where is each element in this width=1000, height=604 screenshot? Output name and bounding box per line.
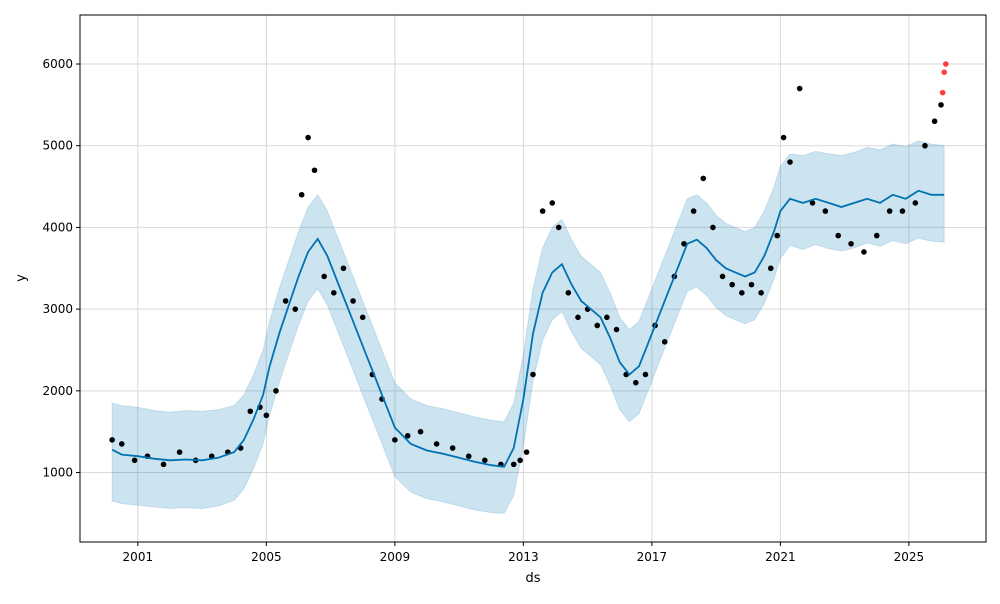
observed-point (796, 85, 803, 92)
y-tick-label: 5000 (42, 139, 73, 153)
y-tick-label: 4000 (42, 220, 73, 234)
observed-point (539, 208, 546, 214)
recent-points-layer (939, 61, 949, 96)
observed-point (331, 289, 337, 296)
observed-point (176, 449, 183, 455)
observed-point (774, 232, 780, 239)
observed-point (118, 441, 125, 447)
observed-point (555, 224, 562, 231)
x-tick-label: 2009 (380, 550, 411, 564)
y-tick-label: 1000 (42, 466, 73, 480)
uncertainty-band-layer (111, 140, 945, 514)
forecast-line-layer (111, 189, 945, 468)
observed-points-layer (109, 85, 944, 468)
observed-point (873, 232, 880, 239)
observed-point (392, 437, 398, 443)
observed-point (282, 298, 289, 304)
observed-point (311, 167, 318, 174)
recent-point (941, 69, 948, 75)
observed-point (565, 289, 572, 296)
x-tick-label: 2005 (251, 550, 282, 564)
observed-point (748, 281, 755, 288)
observed-point (719, 273, 726, 280)
observed-point (931, 118, 938, 125)
observed-point (575, 314, 581, 321)
observed-point (433, 441, 440, 447)
observed-point (292, 306, 299, 312)
observed-point (886, 208, 893, 214)
y-tick-label: 6000 (42, 57, 73, 71)
observed-point (767, 265, 774, 272)
observed-point (263, 412, 270, 419)
x-axis: 2001 2005 2009 2013 2017 2021 2025 (123, 542, 925, 564)
observed-point (298, 191, 305, 198)
x-tick-label: 2021 (765, 550, 796, 564)
observed-point (340, 265, 347, 272)
observed-point (861, 249, 867, 255)
observed-point (549, 200, 556, 206)
observed-point (321, 273, 327, 280)
observed-point (681, 240, 687, 247)
observed-point (780, 134, 787, 141)
x-tick-label: 2017 (637, 550, 668, 564)
recent-point (943, 61, 949, 67)
plot-frame (79, 14, 987, 543)
observed-point (109, 437, 115, 443)
observed-point (305, 134, 311, 141)
observed-point (594, 322, 601, 329)
grid-layer (80, 15, 986, 542)
y-tick-label: 2000 (42, 384, 73, 398)
observed-point (661, 339, 668, 345)
observed-point (160, 461, 167, 468)
y-axis: 1000 2000 3000 4000 5000 6000 (42, 57, 80, 480)
observed-point (273, 388, 279, 394)
observed-point (822, 208, 829, 214)
observed-point (690, 208, 697, 214)
observed-point (633, 379, 639, 386)
observed-point (131, 457, 138, 464)
y-tick-label: 3000 (42, 302, 73, 316)
observed-point (465, 453, 472, 460)
x-tick-label: 2001 (123, 550, 154, 564)
observed-point (404, 432, 411, 439)
uncertainty-band (111, 140, 945, 514)
observed-point (208, 453, 215, 460)
observed-point (517, 457, 523, 464)
recent-point (939, 89, 946, 96)
observed-point (613, 326, 620, 333)
x-axis-label: ds (525, 571, 540, 586)
observed-point (604, 314, 610, 321)
observed-point (510, 461, 517, 468)
observed-point (417, 428, 424, 435)
observed-point (787, 159, 793, 165)
observed-point (359, 314, 366, 321)
observed-point (710, 224, 716, 231)
observed-point (449, 445, 456, 451)
observed-point (848, 240, 854, 247)
x-tick-label: 2025 (894, 550, 925, 564)
observed-point (739, 289, 745, 296)
observed-point (835, 232, 842, 239)
x-tick-label: 2013 (508, 550, 539, 564)
y-axis-label: y (14, 274, 29, 282)
observed-point (482, 457, 488, 464)
forecast-line (111, 189, 945, 468)
observed-point (350, 298, 356, 304)
observed-point (700, 175, 707, 182)
observed-point (729, 281, 735, 288)
observed-point (938, 102, 944, 108)
observed-point (247, 408, 254, 415)
observed-point (899, 208, 906, 214)
observed-point (922, 142, 928, 149)
observed-point (758, 289, 764, 296)
observed-point (912, 200, 919, 206)
observed-point (809, 200, 816, 206)
observed-point (523, 449, 530, 455)
observed-point (642, 371, 649, 378)
observed-point (530, 371, 536, 378)
